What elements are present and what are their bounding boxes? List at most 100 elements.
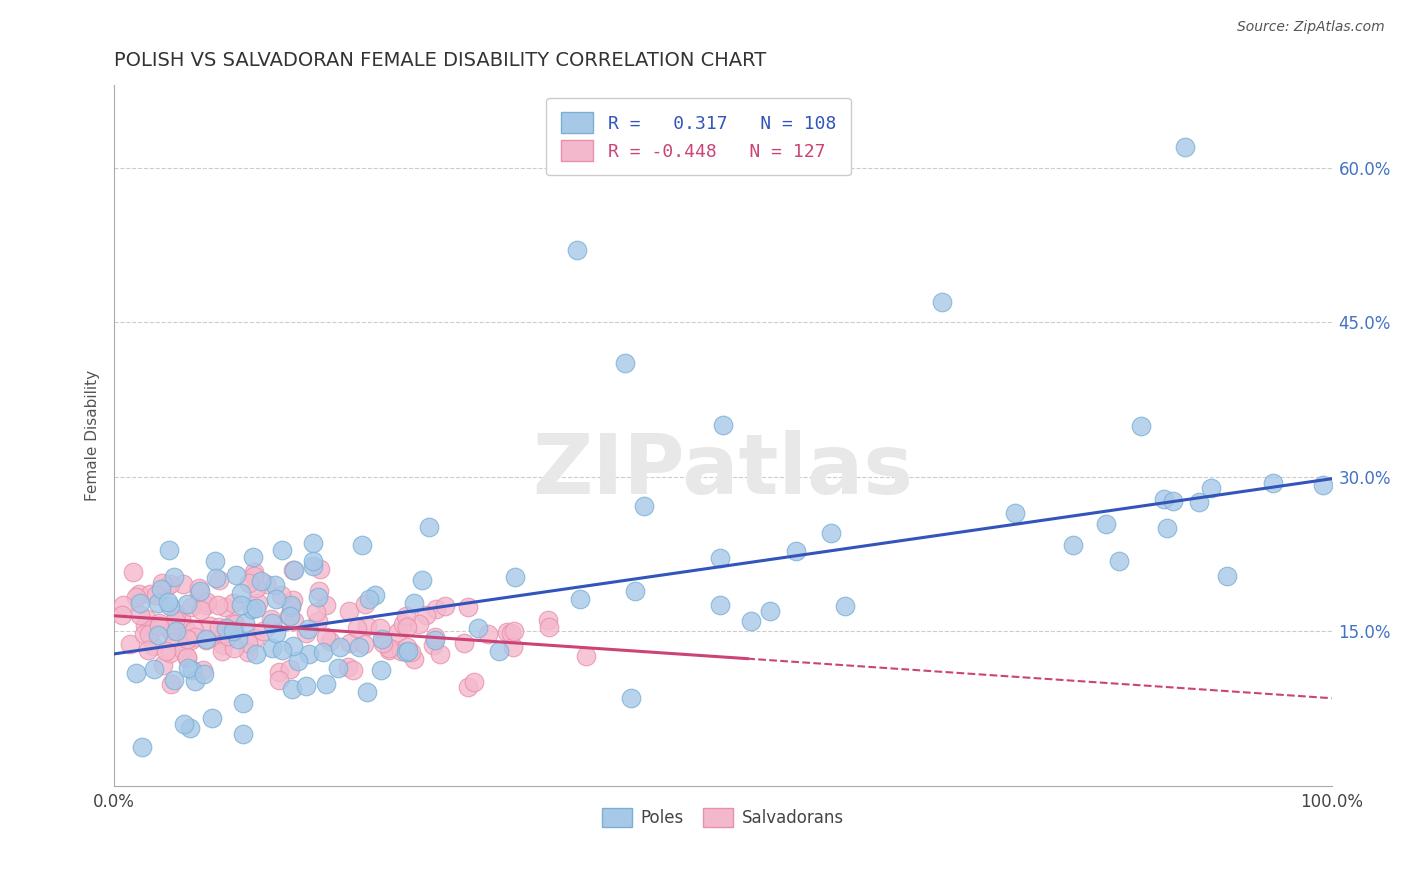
Point <box>502 640 524 654</box>
Point <box>184 673 207 688</box>
Point <box>180 663 202 677</box>
Point <box>711 418 734 433</box>
Point <box>176 597 198 611</box>
Point <box>222 624 245 639</box>
Point <box>236 645 259 659</box>
Point <box>1004 506 1026 520</box>
Point <box>281 681 304 696</box>
Point <box>389 644 412 658</box>
Point <box>243 568 266 582</box>
Point <box>1156 521 1178 535</box>
Point <box>148 615 170 630</box>
Point <box>297 622 319 636</box>
Point <box>1174 140 1197 154</box>
Point <box>425 602 447 616</box>
Point <box>222 596 245 610</box>
Point <box>308 583 330 598</box>
Point <box>820 526 842 541</box>
Point <box>224 616 246 631</box>
Point <box>172 577 194 591</box>
Point <box>1163 494 1185 508</box>
Point <box>287 655 309 669</box>
Point <box>134 617 156 632</box>
Point <box>214 599 236 614</box>
Point <box>633 499 655 513</box>
Point <box>184 630 207 644</box>
Point <box>148 619 170 633</box>
Point <box>342 663 364 677</box>
Point <box>425 632 447 647</box>
Point <box>242 550 264 565</box>
Point <box>180 600 202 615</box>
Point <box>245 632 267 646</box>
Point <box>623 584 645 599</box>
Point <box>429 647 451 661</box>
Point <box>240 602 263 616</box>
Point <box>138 587 160 601</box>
Point <box>404 652 426 666</box>
Point <box>395 620 418 634</box>
Point <box>163 614 186 628</box>
Point <box>159 646 181 660</box>
Point <box>193 666 215 681</box>
Point <box>1062 538 1084 552</box>
Point <box>281 563 304 577</box>
Legend: Poles, Salvadorans: Poles, Salvadorans <box>595 801 851 833</box>
Point <box>301 536 323 550</box>
Y-axis label: Female Disability: Female Disability <box>86 370 100 501</box>
Point <box>180 632 202 647</box>
Point <box>194 599 217 613</box>
Point <box>499 625 522 640</box>
Point <box>301 559 323 574</box>
Point <box>217 628 239 642</box>
Point <box>297 648 319 662</box>
Point <box>155 644 177 658</box>
Point <box>281 639 304 653</box>
Point <box>354 597 377 611</box>
Point <box>1312 477 1334 491</box>
Point <box>198 619 221 633</box>
Point <box>315 598 337 612</box>
Point <box>401 645 423 659</box>
Point <box>565 243 588 257</box>
Point <box>173 716 195 731</box>
Point <box>132 626 155 640</box>
Point <box>160 677 183 691</box>
Point <box>150 576 173 591</box>
Point <box>477 627 499 641</box>
Point <box>191 664 214 678</box>
Point <box>538 620 561 634</box>
Point <box>283 563 305 577</box>
Point <box>353 637 375 651</box>
Point <box>408 617 430 632</box>
Point <box>740 614 762 628</box>
Point <box>315 631 337 645</box>
Point <box>208 620 231 634</box>
Point <box>411 573 433 587</box>
Point <box>229 598 252 612</box>
Point <box>159 599 181 614</box>
Point <box>396 640 419 655</box>
Point <box>262 640 284 655</box>
Point <box>415 607 437 622</box>
Point <box>135 612 157 626</box>
Point <box>246 596 269 610</box>
Point <box>163 569 186 583</box>
Point <box>226 632 249 646</box>
Point <box>373 635 395 649</box>
Point <box>785 544 807 558</box>
Point <box>423 631 446 645</box>
Point <box>143 662 166 676</box>
Point <box>339 635 361 649</box>
Point <box>204 554 226 568</box>
Point <box>347 640 370 654</box>
Point <box>176 632 198 646</box>
Point <box>125 666 148 681</box>
Point <box>370 663 392 677</box>
Point <box>328 661 350 675</box>
Point <box>190 603 212 617</box>
Point <box>329 640 352 655</box>
Point <box>188 586 211 600</box>
Point <box>1188 495 1211 509</box>
Text: POLISH VS SALVADORAN FEMALE DISABILITY CORRELATION CHART: POLISH VS SALVADORAN FEMALE DISABILITY C… <box>114 51 766 70</box>
